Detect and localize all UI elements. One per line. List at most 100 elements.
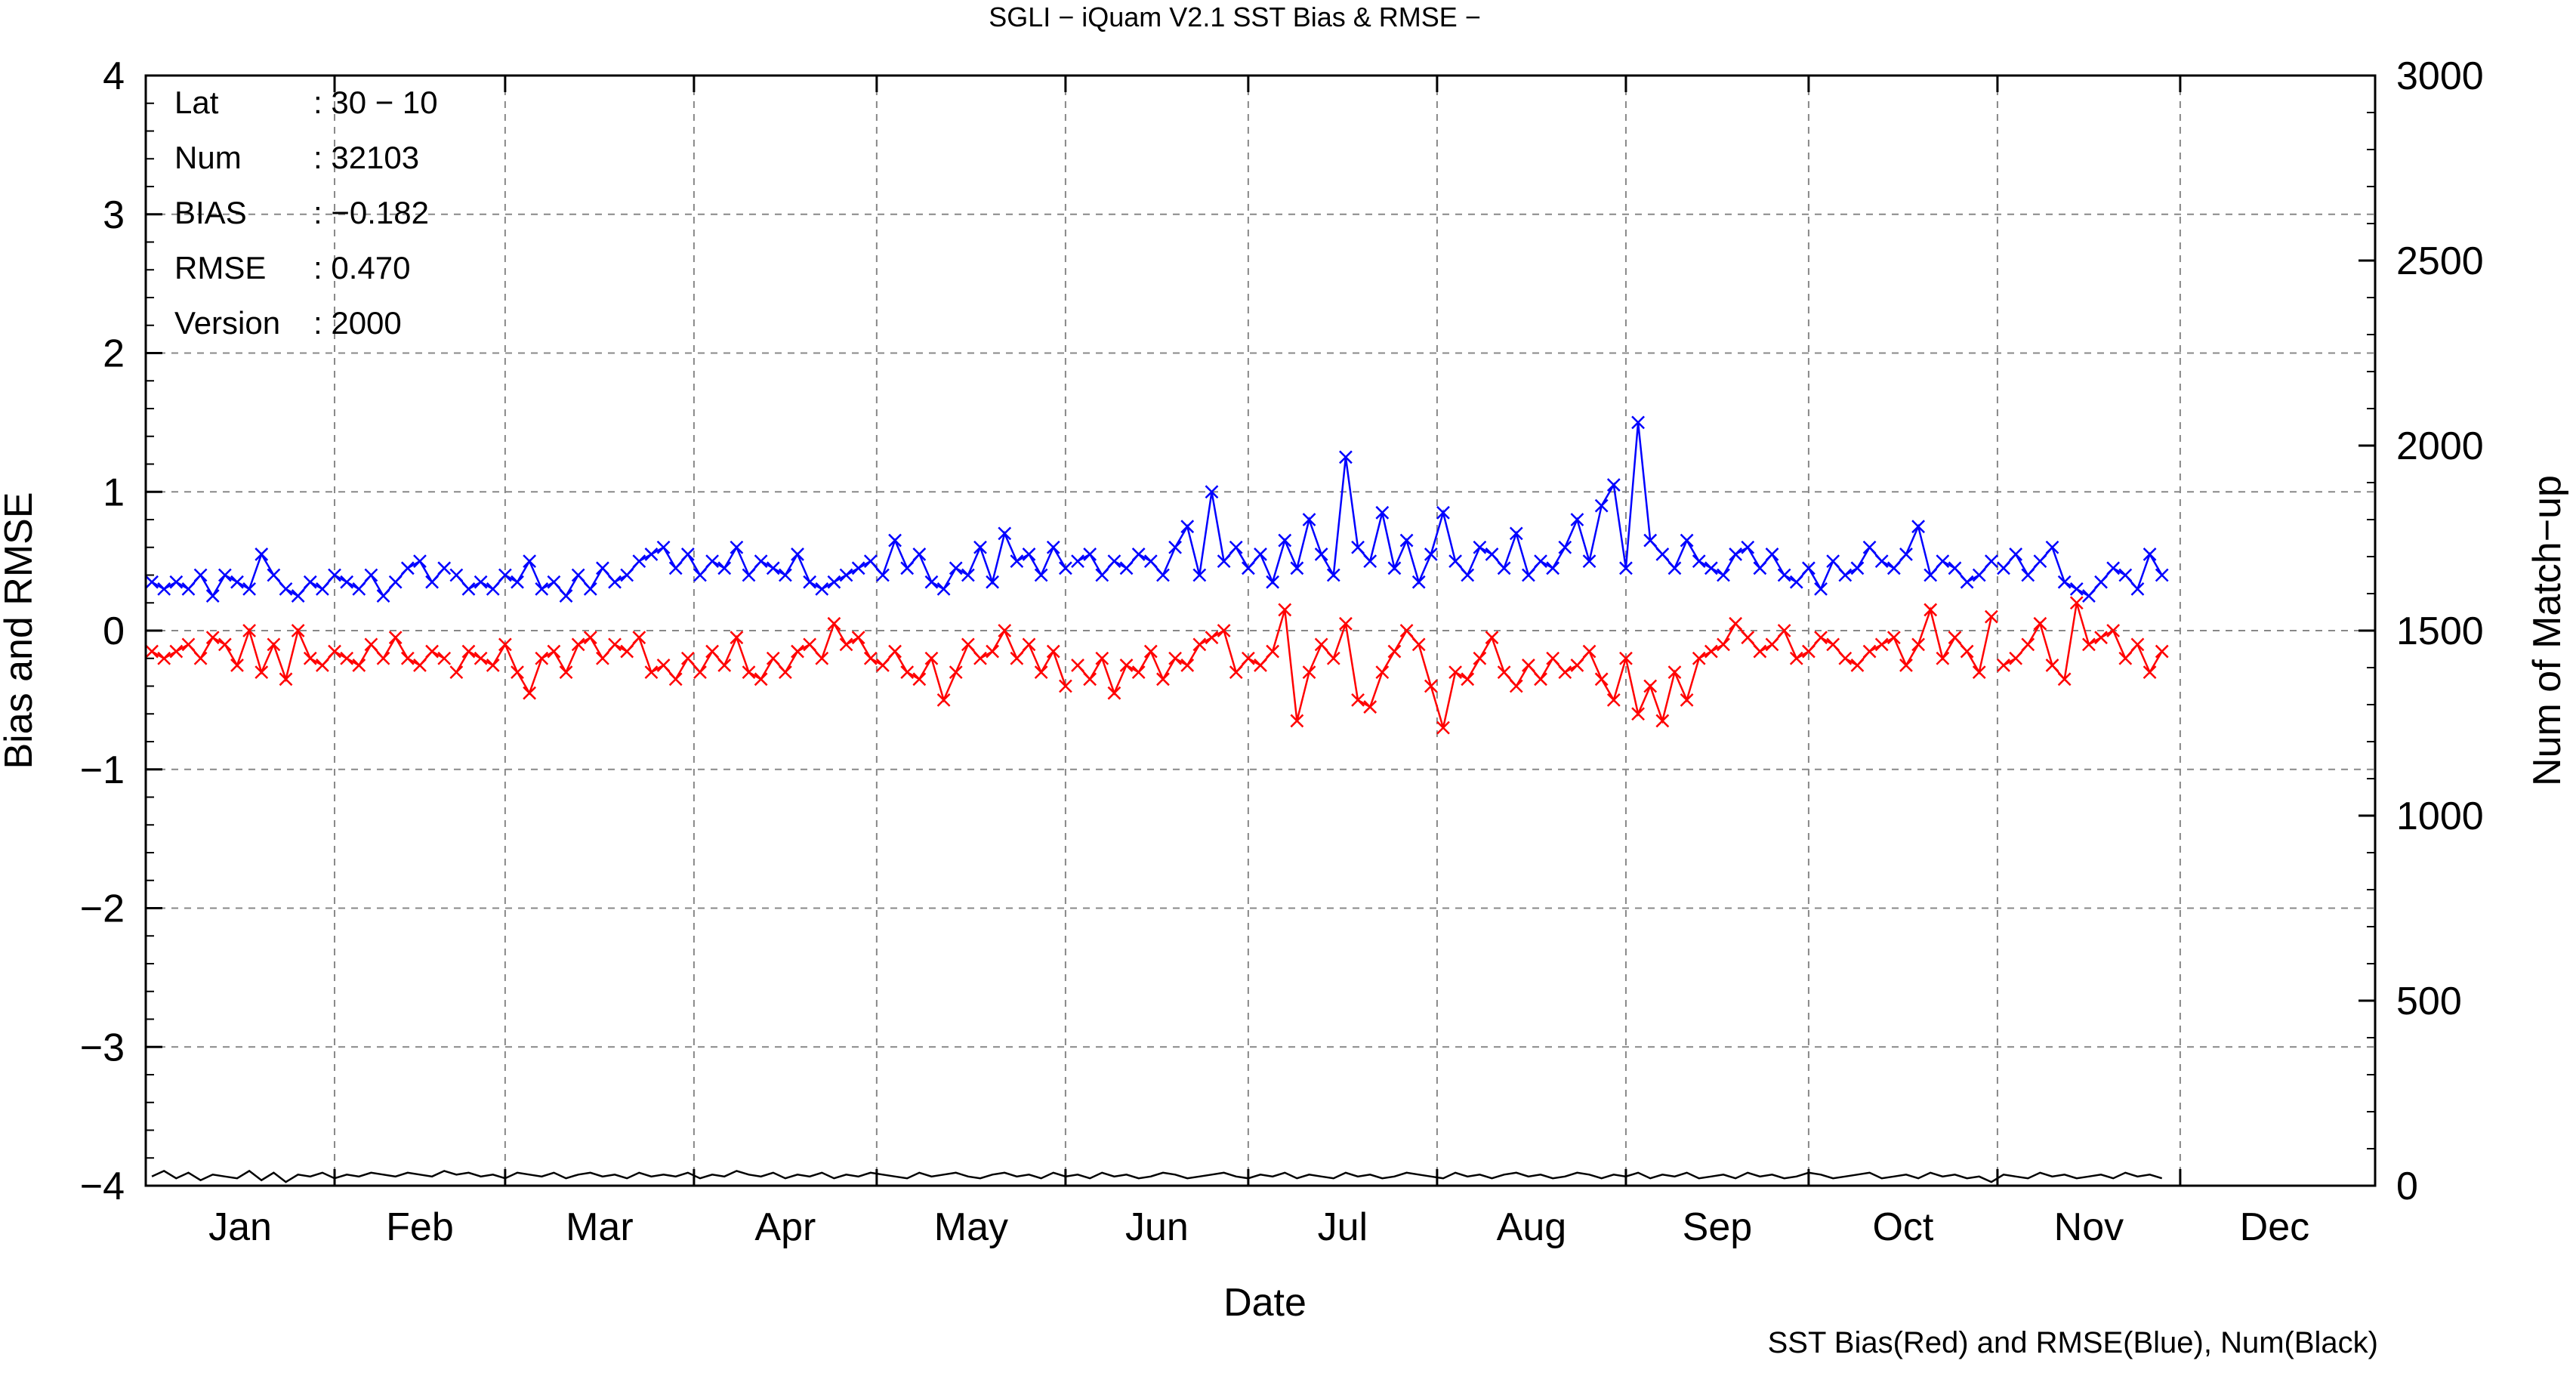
sst-bias-point	[1911, 637, 1925, 652]
rmse-point	[2021, 568, 2035, 582]
rmse-point	[839, 568, 853, 582]
rmse-point	[705, 554, 719, 569]
rmse-point	[803, 575, 817, 589]
sst-bias-point	[620, 644, 634, 659]
sst-bias-point	[1899, 659, 1913, 672]
sst-bias-point	[2106, 624, 2121, 637]
rmse-point	[1059, 561, 1072, 575]
rmse-point	[1765, 548, 1779, 561]
sst-bias-point	[157, 651, 171, 665]
sst-bias-point	[193, 651, 208, 665]
rmse-point	[1619, 561, 1633, 575]
rmse-point	[1205, 485, 1219, 499]
rmse-point	[1266, 575, 1280, 589]
sst-bias-point	[1436, 720, 1450, 735]
rmse-point	[523, 554, 537, 569]
rmse-point	[267, 568, 281, 582]
sst-bias-point	[742, 665, 756, 680]
sst-bias-point	[1704, 644, 1718, 659]
sst-bias-point	[169, 644, 184, 659]
sst-bias-point	[511, 665, 524, 680]
sst-bias-point	[1631, 707, 1645, 721]
sst-bias-point	[217, 637, 232, 652]
rmse-point	[1534, 554, 1547, 569]
num-line	[151, 1169, 2163, 1183]
rmse-point	[851, 561, 865, 575]
y-tick-label: −4	[80, 1165, 125, 1208]
sst-bias-point	[924, 651, 939, 665]
info-value-lat: : 30 − 10	[313, 85, 438, 120]
rmse-point	[1594, 498, 1609, 513]
rmse-point	[2082, 589, 2096, 603]
sst-bias-point	[1765, 637, 1779, 652]
rmse-point	[779, 568, 792, 582]
rmse-point	[2069, 582, 2084, 596]
sst-bias-point	[827, 616, 841, 631]
rmse-point	[2057, 575, 2072, 589]
rmse-point	[486, 582, 500, 596]
sst-bias-point	[1241, 651, 1255, 665]
sst-bias-point	[1254, 659, 1267, 672]
sst-bias-point	[2143, 665, 2157, 680]
sst-bias-point	[2082, 637, 2096, 652]
sst-bias-point	[352, 659, 366, 672]
sst-bias-point	[2057, 672, 2072, 686]
rmse-point	[1997, 561, 2010, 575]
rmse-point	[815, 582, 829, 596]
y2-tick-label: 2000	[2396, 424, 2484, 468]
y-tick-label: 1	[103, 471, 125, 514]
rmse-point	[1972, 568, 1986, 582]
rmse-point	[1717, 568, 1730, 582]
sst-bias-point	[1960, 644, 1974, 659]
sst-bias-point	[936, 693, 951, 707]
rmse-point	[1655, 548, 1670, 561]
rmse-point	[900, 561, 915, 575]
info-key-num: Num	[174, 140, 242, 175]
rmse-point	[291, 589, 305, 603]
rmse-point	[1667, 561, 1682, 575]
rmse-point	[2155, 568, 2169, 582]
sst-bias-point	[425, 644, 439, 659]
sst-bias-point	[1278, 603, 1292, 617]
rmse-point	[1339, 450, 1353, 464]
y2-tick-label: 1000	[2396, 794, 2484, 838]
sst-bias-point	[1777, 624, 1791, 637]
sst-bias-point	[1168, 651, 1182, 665]
sst-bias-point	[1326, 651, 1340, 665]
sst-bias-point	[449, 665, 464, 680]
rmse-point	[1522, 568, 1535, 582]
rmse-point	[2118, 568, 2133, 582]
sst-bias-point	[1582, 644, 1597, 659]
rmse-point	[1156, 568, 1170, 582]
sst-bias-point	[413, 659, 427, 672]
info-box: Lat : 30 − 10 Num : 32103 BIAS : −0.182 …	[174, 85, 438, 341]
sst-bias-point	[1387, 644, 1402, 659]
rmse-point	[217, 568, 232, 582]
rmse-point	[461, 582, 476, 596]
rmse-point	[1143, 554, 1158, 569]
rmse-point	[1083, 548, 1097, 561]
sst-bias-point	[1570, 659, 1584, 672]
sst-bias-point	[1205, 631, 1219, 645]
rmse-point	[766, 561, 780, 575]
sst-bias-point	[1448, 665, 1462, 680]
axes: 4 3 2 1 0 −1 −2 −3 −4 3000 2500 2000 1500 1000 500 0 Jan…	[80, 54, 2484, 1249]
rmse-point	[1107, 554, 1121, 569]
rmse-point	[656, 540, 671, 554]
sst-bias-point	[1886, 631, 1901, 645]
info-key-bias: BIAS	[174, 195, 247, 230]
rmse-point	[352, 582, 366, 596]
rmse-point	[2033, 554, 2047, 569]
rmse-point	[425, 575, 439, 589]
sst-bias-point	[1717, 637, 1730, 652]
x-month-label: Jan	[208, 1205, 272, 1249]
rmse-point	[876, 568, 890, 582]
sst-bias-point	[693, 665, 707, 680]
x-axis-label: Date	[1223, 1281, 1307, 1325]
sst-bias-point	[656, 659, 671, 672]
rmse-point	[1436, 505, 1450, 520]
sst-bias-point	[1997, 659, 2010, 672]
rmse-point	[1046, 540, 1060, 554]
info-value-bias: : −0.182	[313, 195, 429, 230]
